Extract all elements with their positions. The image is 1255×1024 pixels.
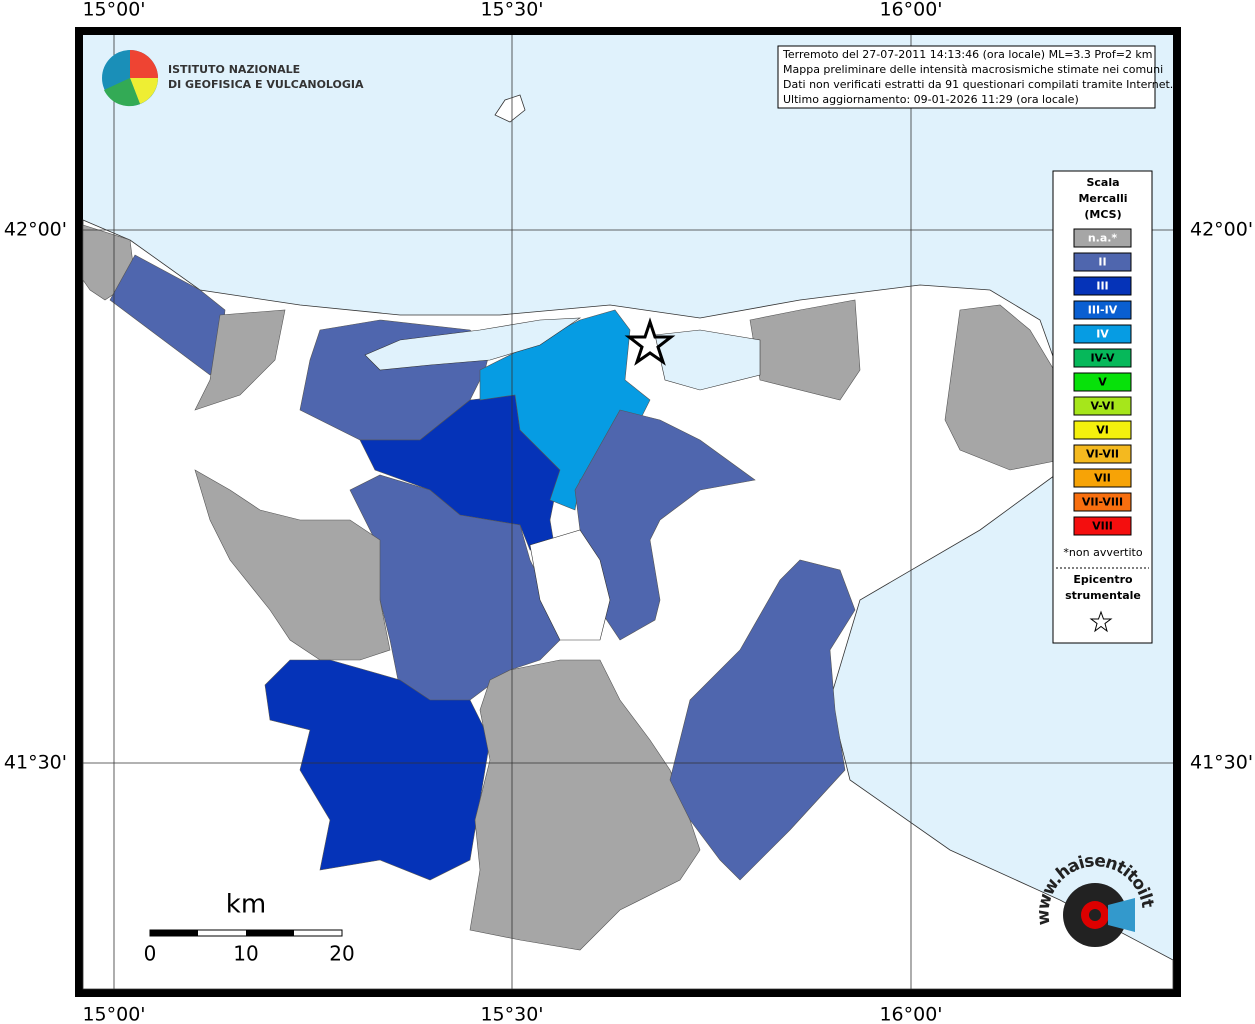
legend-swatch <box>1073 492 1132 512</box>
legend-note: *non avvertito <box>1063 546 1142 559</box>
unreported-area <box>529 529 611 641</box>
legend-swatch <box>1073 300 1132 320</box>
legend-label: V-VI <box>1090 400 1114 413</box>
legend-label: V <box>1098 376 1107 389</box>
legend-title: Mercalli <box>1078 192 1127 205</box>
legend-label: n.a.* <box>1088 232 1118 245</box>
legend-label: VII-VIII <box>1082 496 1123 509</box>
legend-label: III-IV <box>1088 304 1118 317</box>
lat-label: 42°00' <box>4 219 67 241</box>
legend-swatch <box>1073 396 1132 416</box>
legend-epicenter: strumentale <box>1065 589 1141 602</box>
lon-label: 15°30' <box>480 0 543 21</box>
legend-epicenter: Epicentro <box>1073 573 1133 586</box>
region <box>194 309 286 411</box>
lat-label: 42°00' <box>1190 219 1253 241</box>
ingv-logo: ISTITUTO NAZIONALE DI GEOFISICA E VULCAN… <box>102 50 364 107</box>
region <box>194 469 391 661</box>
institute-name: ISTITUTO NAZIONALE <box>168 63 300 76</box>
epicenter-star <box>624 317 676 366</box>
region <box>669 559 856 881</box>
regions <box>82 224 1061 951</box>
region <box>349 474 561 706</box>
coordinate-labels: 15°00' 15°30' 16°00' 15°00' 15°30' 16°00… <box>4 0 1253 1024</box>
info-line: Terremoto del 27-07-2011 14:13:46 (ora l… <box>782 48 1153 61</box>
scale-label: 20 <box>329 942 354 966</box>
legend-label: II <box>1098 256 1106 269</box>
info-line: Mappa preliminare delle intensità macros… <box>783 63 1163 76</box>
lon-label: 15°00' <box>82 0 145 21</box>
lon-label: 15°00' <box>82 1004 145 1024</box>
lat-label: 41°30' <box>1190 752 1253 774</box>
info-line: Ultimo aggiornamento: 09-01-2026 11:29 (… <box>783 93 1079 106</box>
lon-label: 16°00' <box>879 1004 942 1024</box>
graticule <box>83 35 1173 989</box>
info-box <box>777 45 1156 109</box>
legend-swatch <box>1073 444 1132 464</box>
island <box>494 94 526 123</box>
legend-label: VI-VII <box>1086 448 1119 461</box>
info-line: Dati non verificati estratti da 91 quest… <box>783 78 1173 91</box>
legend-swatch <box>1073 516 1132 536</box>
legend-swatch <box>1073 372 1132 392</box>
legend-swatch <box>1073 276 1132 296</box>
legend-title: (MCS) <box>1084 208 1121 221</box>
legend-star <box>1089 610 1113 633</box>
legend-label: VIII <box>1092 520 1113 533</box>
legend-swatch <box>1073 324 1132 344</box>
legend-label: IV-V <box>1090 352 1115 365</box>
lagoon <box>654 329 761 391</box>
legend-swatch <box>1073 420 1132 440</box>
lon-label: 16°00' <box>879 0 942 21</box>
legend-label: VII <box>1094 472 1111 485</box>
lat-label: 41°30' <box>4 752 67 774</box>
legend: Scala Mercalli (MCS) *non avvertito Epic… <box>1056 176 1149 633</box>
legend-swatch <box>1073 228 1132 248</box>
legend-label: IV <box>1096 328 1109 341</box>
region <box>469 659 701 951</box>
lagoon <box>364 317 582 371</box>
scale-unit: km <box>226 890 266 920</box>
legend-swatch <box>1073 348 1132 368</box>
scale-bar: km 0 10 20 <box>144 890 355 966</box>
institute-name: DI GEOFISICA E VULCANOLOGIA <box>168 78 364 91</box>
scale-label: 0 <box>144 942 157 966</box>
legend-title: Scala <box>1086 176 1119 189</box>
region <box>264 659 491 881</box>
legend-label: III <box>1096 280 1108 293</box>
legend-swatch <box>1073 252 1132 272</box>
legend-swatch <box>1073 468 1132 488</box>
region <box>749 299 861 401</box>
lon-label: 15°30' <box>480 1004 543 1024</box>
scale-label: 10 <box>233 942 258 966</box>
legend-label: VI <box>1096 424 1109 437</box>
